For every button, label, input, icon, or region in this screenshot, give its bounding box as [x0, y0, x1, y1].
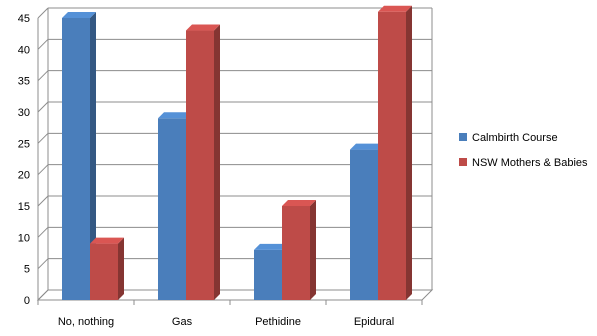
x-category-label: Pethidine	[255, 316, 301, 328]
legend-swatch	[459, 133, 467, 141]
x-axis-category-labels: No, nothing Gas Pethidine Epidural	[58, 316, 394, 328]
y-tick-label: 0	[24, 295, 30, 307]
gridline-side	[37, 70, 49, 82]
axes	[36, 8, 434, 305]
y-axis-tick-labels: 0 5 10 15 20 25 30 35 40 45	[18, 13, 30, 307]
y-tick-label: 10	[18, 232, 30, 244]
legend-label: Calmbirth Course	[472, 132, 558, 144]
y-tick-label: 15	[18, 201, 30, 213]
y-tick-label: 40	[18, 44, 30, 56]
gridline-side	[37, 38, 49, 50]
gridline-side	[37, 7, 49, 19]
gridline-side	[37, 258, 49, 270]
x-category-label: No, nothing	[58, 316, 114, 328]
y-tick-label: 25	[18, 138, 30, 150]
legend-label: NSW Mothers & Babies	[472, 157, 588, 169]
y-tick-label: 20	[18, 170, 30, 182]
y-tick-label: 30	[18, 107, 30, 119]
gridline-side	[37, 195, 49, 207]
bar	[186, 24, 220, 301]
y-tick-label: 35	[18, 76, 30, 88]
bar	[62, 12, 96, 300]
gridline-side	[37, 226, 49, 238]
legend-swatch	[459, 158, 467, 166]
bars	[62, 5, 412, 301]
x-category-label: Epidural	[354, 316, 394, 328]
y-tick-label: 45	[18, 13, 30, 25]
x-category-label: Gas	[172, 316, 193, 328]
y-tick-label: 5	[24, 264, 30, 276]
bar	[378, 5, 412, 300]
bar	[90, 237, 124, 300]
gridline-side	[37, 164, 49, 176]
bar	[282, 200, 316, 300]
legend: Calmbirth Course NSW Mothers & Babies	[459, 132, 588, 169]
gridline-side	[37, 101, 49, 113]
gridline-side	[37, 132, 49, 144]
